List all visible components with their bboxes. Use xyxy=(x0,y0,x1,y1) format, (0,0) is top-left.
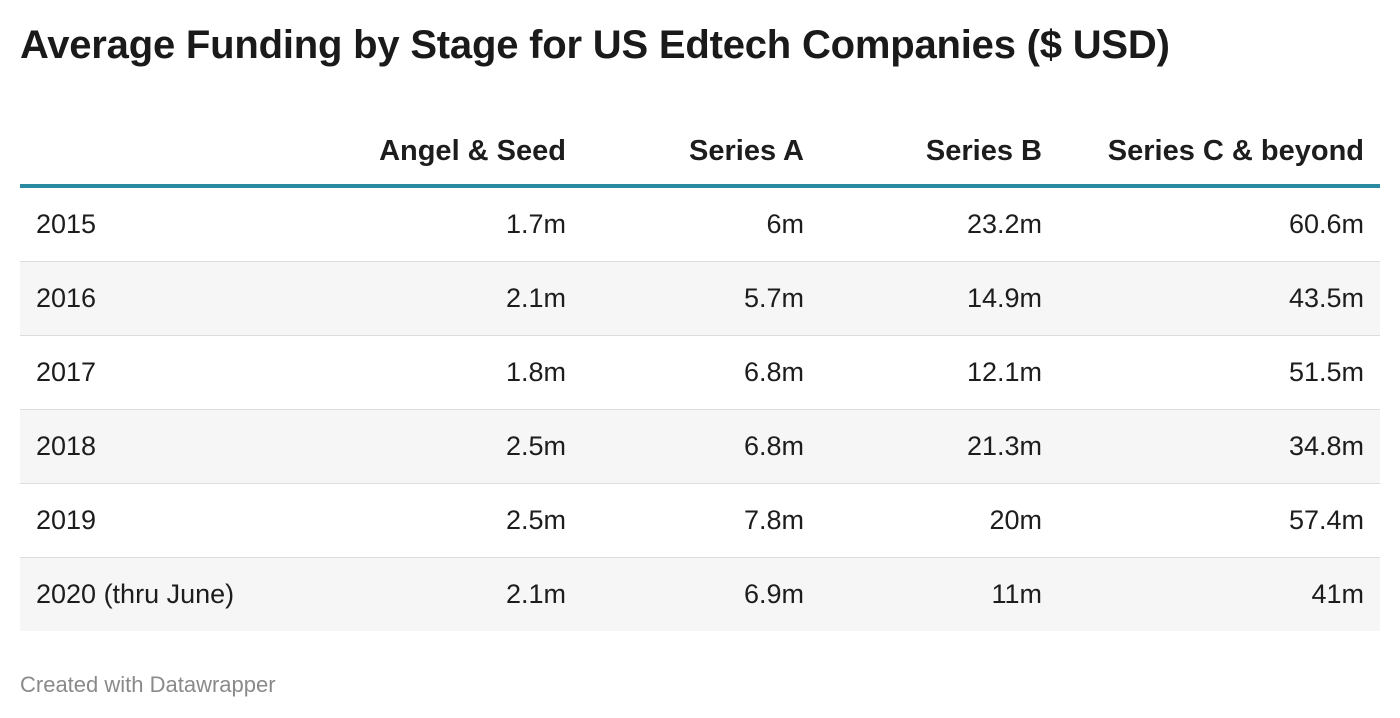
column-header-row-label[interactable] xyxy=(20,118,190,188)
cell-series-a: 6.8m xyxy=(566,409,804,484)
cell-series-b: 23.2m xyxy=(804,186,1042,262)
row-label: 2019 xyxy=(20,483,190,558)
funding-table: Angel & Seed Series A Series B Series C … xyxy=(20,118,1380,631)
row-label: 2017 xyxy=(20,335,190,410)
cell-series-b: 14.9m xyxy=(804,261,1042,336)
cell-series-b: 20m xyxy=(804,483,1042,558)
header-row: Angel & Seed Series A Series B Series C … xyxy=(20,118,1380,188)
cell-series-c-beyond: 60.6m xyxy=(1042,186,1380,262)
cell-series-a: 5.7m xyxy=(566,261,804,336)
cell-series-c-beyond: 57.4m xyxy=(1042,483,1380,558)
cell-angel-seed: 2.5m xyxy=(190,409,566,484)
table-row: 2018 2.5m 6.8m 21.3m 34.8m xyxy=(20,409,1380,484)
cell-series-a: 6m xyxy=(566,186,804,262)
table-row: 2017 1.8m 6.8m 12.1m 51.5m xyxy=(20,335,1380,410)
table-row: 2019 2.5m 7.8m 20m 57.4m xyxy=(20,483,1380,558)
cell-series-a: 7.8m xyxy=(566,483,804,558)
column-header-angel-seed[interactable]: Angel & Seed xyxy=(190,118,566,188)
column-header-series-a[interactable]: Series A xyxy=(566,118,804,188)
table-body: 2015 1.7m 6m 23.2m 60.6m 2016 2.1m 5.7m … xyxy=(20,186,1380,631)
column-header-series-c-beyond[interactable]: Series C & beyond xyxy=(1042,118,1380,188)
cell-series-a: 6.8m xyxy=(566,335,804,410)
datawrapper-credit[interactable]: Created with Datawrapper xyxy=(20,672,276,697)
cell-series-c-beyond: 51.5m xyxy=(1042,335,1380,410)
cell-series-c-beyond: 34.8m xyxy=(1042,409,1380,484)
cell-series-c-beyond: 43.5m xyxy=(1042,261,1380,336)
cell-angel-seed: 2.5m xyxy=(190,483,566,558)
cell-series-b: 11m xyxy=(804,557,1042,631)
cell-series-c-beyond: 41m xyxy=(1042,557,1380,631)
row-label: 2015 xyxy=(20,186,190,262)
table-header: Angel & Seed Series A Series B Series C … xyxy=(20,118,1380,188)
cell-series-a: 6.9m xyxy=(566,557,804,631)
page-title: Average Funding by Stage for US Edtech C… xyxy=(20,23,1170,67)
table-row: 2015 1.7m 6m 23.2m 60.6m xyxy=(20,186,1380,262)
cell-angel-seed: 2.1m xyxy=(190,261,566,336)
table-row: 2020 (thru June) 2.1m 6.9m 11m 41m xyxy=(20,557,1380,631)
column-header-series-b[interactable]: Series B xyxy=(804,118,1042,188)
cell-angel-seed: 2.1m xyxy=(190,557,566,631)
row-label: 2018 xyxy=(20,409,190,484)
row-label: 2016 xyxy=(20,261,190,336)
cell-angel-seed: 1.7m xyxy=(190,186,566,262)
row-label: 2020 (thru June) xyxy=(20,557,234,631)
cell-series-b: 21.3m xyxy=(804,409,1042,484)
cell-angel-seed: 1.8m xyxy=(190,335,566,410)
table-row: 2016 2.1m 5.7m 14.9m 43.5m xyxy=(20,261,1380,336)
cell-series-b: 12.1m xyxy=(804,335,1042,410)
